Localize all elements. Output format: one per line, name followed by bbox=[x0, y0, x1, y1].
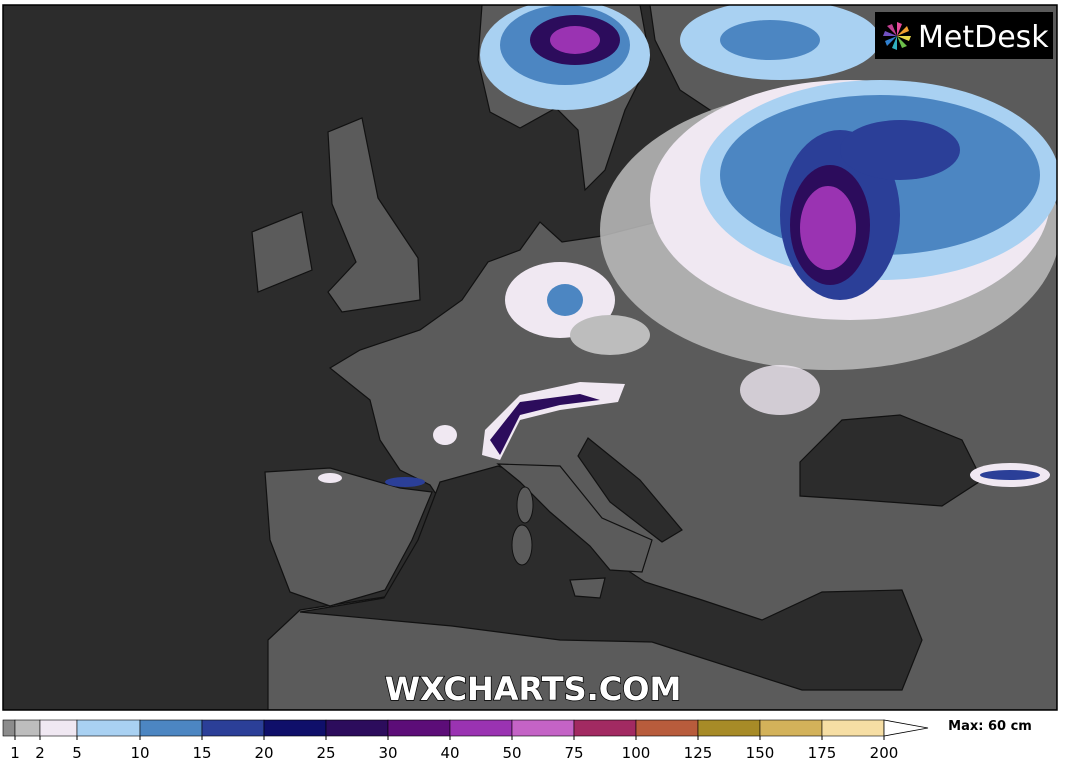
legend-label: 50 bbox=[502, 744, 521, 762]
snow-cover bbox=[318, 5, 1057, 487]
legend-label: 30 bbox=[378, 744, 397, 762]
logo-text: MetDesk bbox=[918, 20, 1049, 55]
land bbox=[264, 467, 433, 607]
legend-swatch bbox=[697, 719, 761, 737]
legend-swatch bbox=[449, 719, 513, 737]
logo-box bbox=[875, 12, 1053, 59]
land bbox=[251, 211, 313, 293]
legend-label: 25 bbox=[316, 744, 335, 762]
legend-swatch bbox=[573, 719, 637, 737]
sea bbox=[577, 437, 683, 543]
legend-arrow bbox=[883, 719, 929, 737]
legend-swatch bbox=[39, 719, 78, 737]
legend-label: 40 bbox=[440, 744, 459, 762]
legend-swatch bbox=[325, 719, 389, 737]
land bbox=[569, 577, 606, 599]
map-frame bbox=[2, 4, 1058, 711]
map bbox=[3, 5, 1057, 710]
legend-label: 175 bbox=[808, 744, 837, 762]
legend-swatch bbox=[821, 719, 885, 737]
legend-swatch bbox=[263, 719, 327, 737]
watermark: WXCHARTS.COM bbox=[385, 670, 682, 708]
legend-swatch bbox=[2, 719, 16, 737]
sea bbox=[299, 465, 923, 691]
land bbox=[511, 524, 533, 566]
legend-label: 75 bbox=[564, 744, 583, 762]
legend-swatch bbox=[635, 719, 699, 737]
legend-swatch bbox=[759, 719, 823, 737]
legend-label: 125 bbox=[684, 744, 713, 762]
legend-label: 150 bbox=[746, 744, 775, 762]
land bbox=[516, 486, 534, 524]
logo-icon bbox=[883, 22, 911, 50]
color-legend: 1 2 5 10 15 20 25 30 40 50 75 100 125 150 175 200 bbox=[2, 719, 929, 762]
legend-label: 10 bbox=[130, 744, 149, 762]
legend-swatch bbox=[201, 719, 265, 737]
land bbox=[496, 463, 653, 573]
legend-swatch bbox=[139, 719, 203, 737]
legend-swatch bbox=[387, 719, 451, 737]
legend-swatch bbox=[76, 719, 141, 737]
legend-label: 100 bbox=[622, 744, 651, 762]
max-label: Max: 60 cm bbox=[948, 719, 1032, 734]
legend-label: 15 bbox=[192, 744, 211, 762]
land bbox=[327, 117, 421, 313]
legend-swatch bbox=[511, 719, 575, 737]
legend-label: 200 bbox=[870, 744, 899, 762]
legend-label: 20 bbox=[254, 744, 273, 762]
legend-label: 1 bbox=[10, 744, 20, 762]
legend-swatch bbox=[14, 719, 41, 737]
legend-label: 2 bbox=[35, 744, 45, 762]
legend-label: 5 bbox=[72, 744, 82, 762]
